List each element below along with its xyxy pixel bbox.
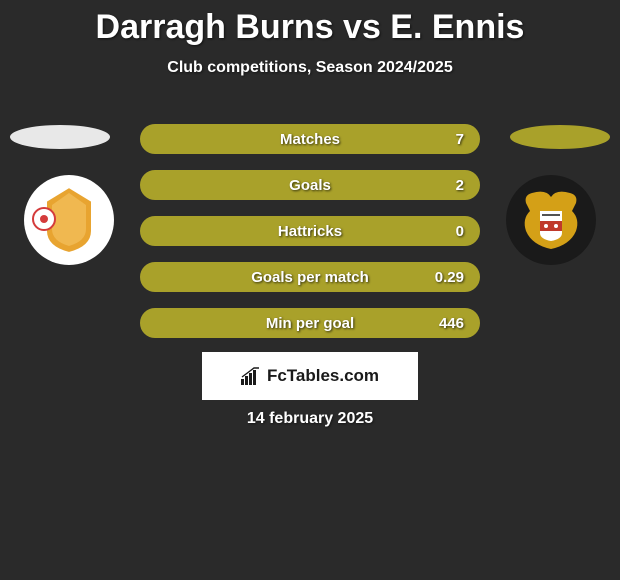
comparison-date: 14 february 2025: [0, 410, 620, 428]
stat-row-goals-per-match: Goals per match 0.29: [140, 262, 480, 292]
comparison-title: Darragh Burns vs E. Ennis: [0, 0, 620, 47]
stat-value: 7: [456, 131, 464, 148]
stat-row-min-per-goal: Min per goal 446: [140, 308, 480, 338]
stat-label: Goals: [289, 177, 331, 194]
left-club-logo: [24, 175, 114, 265]
stat-label: Matches: [280, 131, 340, 148]
right-club-logo: [506, 175, 596, 265]
stat-value: 446: [439, 315, 464, 332]
mk-dons-badge-icon: [24, 175, 114, 265]
stat-label: Goals per match: [251, 269, 369, 286]
stat-label: Hattricks: [278, 223, 342, 240]
stat-row-hattricks: Hattricks 0: [140, 216, 480, 246]
stat-value: 2: [456, 177, 464, 194]
right-player-oval: [510, 125, 610, 149]
stat-label: Min per goal: [266, 315, 354, 332]
branding-text: FcTables.com: [267, 366, 379, 386]
stat-row-matches: Matches 7: [140, 124, 480, 154]
comparison-subtitle: Club competitions, Season 2024/2025: [0, 59, 620, 77]
stat-value: 0.29: [435, 269, 464, 286]
stat-row-goals: Goals 2: [140, 170, 480, 200]
stats-container: Matches 7 Goals 2 Hattricks 0 Goals per …: [140, 124, 480, 354]
fctables-branding: FcTables.com: [202, 352, 418, 400]
doncaster-badge-icon: [506, 175, 596, 265]
left-player-oval: [10, 125, 110, 149]
stat-value: 0: [456, 223, 464, 240]
bar-chart-icon: [241, 367, 261, 385]
